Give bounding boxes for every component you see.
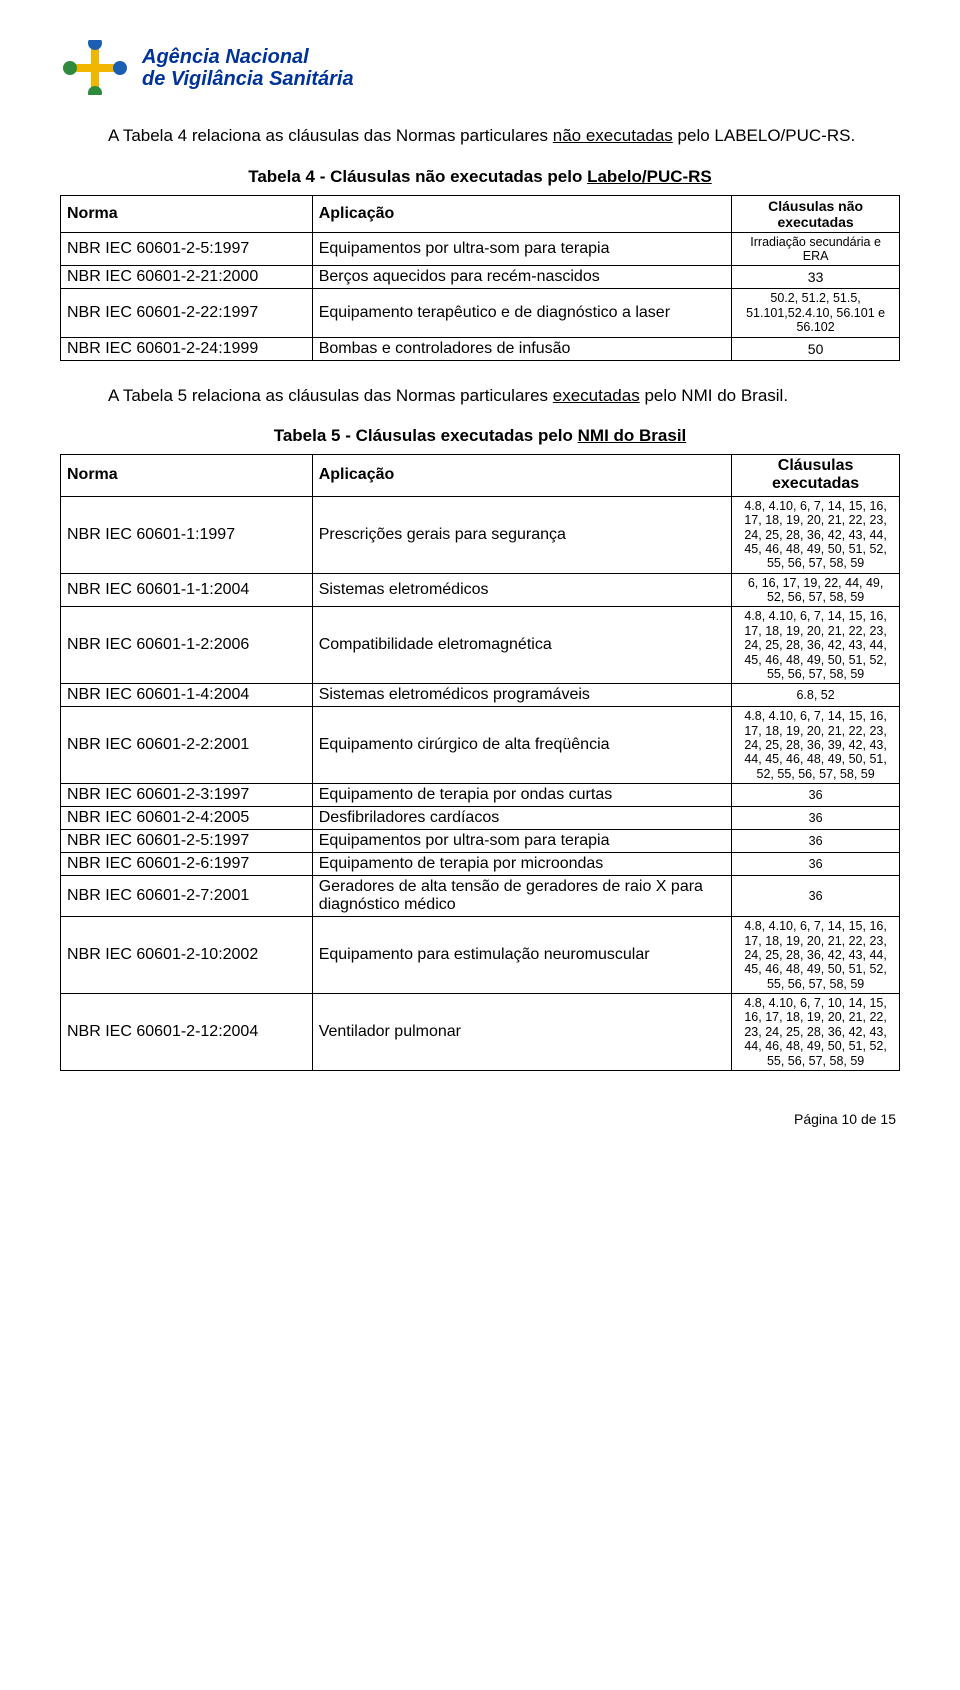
table-row: NBR IEC 60601-2-4:2005 Desfibriladores c… bbox=[61, 807, 900, 830]
t5-cap-b: NMI do Brasil bbox=[578, 426, 687, 445]
document-page: Agência Nacional de Vigilância Sanitária… bbox=[0, 0, 960, 1157]
table-row: NBR IEC 60601-2-21:2000 Berços aquecidos… bbox=[61, 266, 900, 289]
t5-r8-n: NBR IEC 60601-2-6:1997 bbox=[61, 853, 313, 876]
t5-r2-c: 4.8, 4.10, 6, 7, 14, 15, 16, 17, 18, 19,… bbox=[732, 607, 900, 684]
t5-r4-a: Equipamento cirúrgico de alta freqüência bbox=[312, 707, 732, 784]
table-row: NBR IEC 60601-2-5:1997 Equipamentos por … bbox=[61, 232, 900, 266]
t4-cap-b: Labelo/PUC-RS bbox=[587, 167, 712, 186]
t4-hdr-norma: Norma bbox=[61, 195, 313, 232]
logo-block: Agência Nacional de Vigilância Sanitária bbox=[60, 40, 900, 95]
t5-r6-n: NBR IEC 60601-2-4:2005 bbox=[61, 807, 313, 830]
t5-r3-c: 6.8, 52 bbox=[732, 684, 900, 707]
t4-r0-norma: NBR IEC 60601-2-5:1997 bbox=[61, 232, 313, 266]
t5-r10-c: 4.8, 4.10, 6, 7, 14, 15, 16, 17, 18, 19,… bbox=[732, 917, 900, 994]
p2-c: pelo NMI do Brasil. bbox=[640, 386, 788, 405]
t5-r2-n: NBR IEC 60601-1-2:2006 bbox=[61, 607, 313, 684]
t5-r8-a: Equipamento de terapia por microondas bbox=[312, 853, 732, 876]
t4-r3-claus: 50 bbox=[732, 337, 900, 360]
table4-header-row: Norma Aplicação Cláusulas não executadas bbox=[61, 195, 900, 232]
t5-r4-c: 4.8, 4.10, 6, 7, 14, 15, 16, 17, 18, 19,… bbox=[732, 707, 900, 784]
t5-r0-n: NBR IEC 60601-1:1997 bbox=[61, 496, 313, 573]
t5-r5-n: NBR IEC 60601-2-3:1997 bbox=[61, 784, 313, 807]
table4-caption: Tabela 4 - Cláusulas não executadas pelo… bbox=[60, 167, 900, 187]
table-row: NBR IEC 60601-1-1:2004 Sistemas eletromé… bbox=[61, 573, 900, 607]
t5-r5-a: Equipamento de terapia por ondas curtas bbox=[312, 784, 732, 807]
t5-r9-a: Geradores de alta tensão de geradores de… bbox=[312, 876, 732, 917]
t5-r6-c: 36 bbox=[732, 807, 900, 830]
t5-r7-c: 36 bbox=[732, 830, 900, 853]
table-row: NBR IEC 60601-2-7:2001 Geradores de alta… bbox=[61, 876, 900, 917]
t5-r3-n: NBR IEC 60601-1-4:2004 bbox=[61, 684, 313, 707]
logo-text: Agência Nacional de Vigilância Sanitária bbox=[142, 46, 354, 90]
t5-r6-a: Desfibriladores cardíacos bbox=[312, 807, 732, 830]
t4-r2-claus: 50.2, 51.2, 51.5, 51.101,52.4.10, 56.101… bbox=[732, 289, 900, 337]
t4-cap-a: Tabela 4 - Cláusulas não executadas pelo bbox=[248, 167, 587, 186]
table4: Norma Aplicação Cláusulas não executadas… bbox=[60, 195, 900, 361]
anvisa-logo-icon bbox=[60, 40, 130, 95]
t4-r3-norma: NBR IEC 60601-2-24:1999 bbox=[61, 337, 313, 360]
t5-r8-c: 36 bbox=[732, 853, 900, 876]
table-row: NBR IEC 60601-2-24:1999 Bombas e control… bbox=[61, 337, 900, 360]
t4-hdr-clausulas: Cláusulas não executadas bbox=[732, 195, 900, 232]
t5-r9-c: 36 bbox=[732, 876, 900, 917]
t4-r2-norma: NBR IEC 60601-2-22:1997 bbox=[61, 289, 313, 337]
t4-r1-norma: NBR IEC 60601-2-21:2000 bbox=[61, 266, 313, 289]
t4-r1-claus: 33 bbox=[732, 266, 900, 289]
table5-caption: Tabela 5 - Cláusulas executadas pelo NMI… bbox=[60, 426, 900, 446]
logo-line2: de Vigilância Sanitária bbox=[142, 68, 354, 90]
t5-r7-n: NBR IEC 60601-2-5:1997 bbox=[61, 830, 313, 853]
logo-line1: Agência Nacional bbox=[142, 46, 354, 68]
t5-r4-n: NBR IEC 60601-2-2:2001 bbox=[61, 707, 313, 784]
t5-r10-a: Equipamento para estimulação neuromuscul… bbox=[312, 917, 732, 994]
t5-cap-a: Tabela 5 - Cláusulas executadas pelo bbox=[274, 426, 578, 445]
t4-hdr-aplicacao: Aplicação bbox=[312, 195, 732, 232]
t5-r1-c: 6, 16, 17, 19, 22, 44, 49, 52, 56, 57, 5… bbox=[732, 573, 900, 607]
p2-b: executadas bbox=[553, 386, 640, 405]
p1-a: A Tabela 4 relaciona as cláusulas das No… bbox=[108, 126, 553, 145]
paragraph-2: A Tabela 5 relaciona as cláusulas das No… bbox=[60, 383, 900, 409]
t4-r2-aplic: Equipamento terapêutico e de diagnóstico… bbox=[312, 289, 732, 337]
t5-r1-a: Sistemas eletromédicos bbox=[312, 573, 732, 607]
p2-a: A Tabela 5 relaciona as cláusulas das No… bbox=[108, 386, 553, 405]
table-row: NBR IEC 60601-2-3:1997 Equipamento de te… bbox=[61, 784, 900, 807]
table5-header-row: Norma Aplicação Cláusulas executadas bbox=[61, 455, 900, 497]
t4-r1-aplic: Berços aquecidos para recém-nascidos bbox=[312, 266, 732, 289]
page-footer: Página 10 de 15 bbox=[60, 1111, 900, 1127]
t5-r5-c: 36 bbox=[732, 784, 900, 807]
t5-r11-n: NBR IEC 60601-2-12:2004 bbox=[61, 994, 313, 1071]
t5-r1-n: NBR IEC 60601-1-1:2004 bbox=[61, 573, 313, 607]
t5-r9-n: NBR IEC 60601-2-7:2001 bbox=[61, 876, 313, 917]
t5-r11-a: Ventilador pulmonar bbox=[312, 994, 732, 1071]
t5-r0-a: Prescrições gerais para segurança bbox=[312, 496, 732, 573]
t5-r10-n: NBR IEC 60601-2-10:2002 bbox=[61, 917, 313, 994]
t4-r0-aplic: Equipamentos por ultra-som para terapia bbox=[312, 232, 732, 266]
t5-hdr-aplicacao: Aplicação bbox=[312, 455, 732, 497]
t5-r3-a: Sistemas eletromédicos programáveis bbox=[312, 684, 732, 707]
table-row: NBR IEC 60601-2-12:2004 Ventilador pulmo… bbox=[61, 994, 900, 1071]
t5-hdr-norma: Norma bbox=[61, 455, 313, 497]
table-row: NBR IEC 60601-2-5:1997 Equipamentos por … bbox=[61, 830, 900, 853]
paragraph-1: A Tabela 4 relaciona as cláusulas das No… bbox=[60, 123, 900, 149]
table-row: NBR IEC 60601-2-10:2002 Equipamento para… bbox=[61, 917, 900, 994]
table-row: NBR IEC 60601-2-22:1997 Equipamento tera… bbox=[61, 289, 900, 337]
table-row: NBR IEC 60601-1-2:2006 Compatibilidade e… bbox=[61, 607, 900, 684]
table-row: NBR IEC 60601-1:1997 Prescrições gerais … bbox=[61, 496, 900, 573]
t4-r0-claus: Irradiação secundária e ERA bbox=[732, 232, 900, 266]
t4-r3-aplic: Bombas e controladores de infusão bbox=[312, 337, 732, 360]
t5-hdr-clausulas: Cláusulas executadas bbox=[732, 455, 900, 497]
p1-b: não executadas bbox=[553, 126, 673, 145]
table-row: NBR IEC 60601-2-6:1997 Equipamento de te… bbox=[61, 853, 900, 876]
p1-c: pelo LABELO/PUC-RS. bbox=[673, 126, 855, 145]
t5-r0-c: 4.8, 4.10, 6, 7, 14, 15, 16, 17, 18, 19,… bbox=[732, 496, 900, 573]
table-row: NBR IEC 60601-2-2:2001 Equipamento cirúr… bbox=[61, 707, 900, 784]
t5-r11-c: 4.8, 4.10, 6, 7, 10, 14, 15, 16, 17, 18,… bbox=[732, 994, 900, 1071]
table-row: NBR IEC 60601-1-4:2004 Sistemas eletromé… bbox=[61, 684, 900, 707]
t5-r2-a: Compatibilidade eletromagnética bbox=[312, 607, 732, 684]
t5-r7-a: Equipamentos por ultra-som para terapia bbox=[312, 830, 732, 853]
table5: Norma Aplicação Cláusulas executadas NBR… bbox=[60, 454, 900, 1071]
